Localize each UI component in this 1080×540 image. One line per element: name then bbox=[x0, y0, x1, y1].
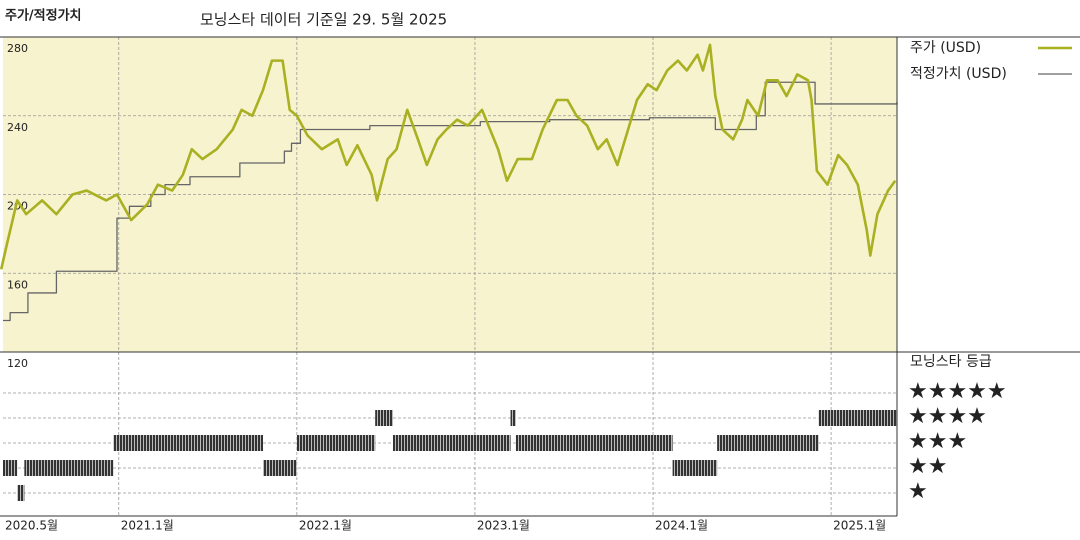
rating-title: 모닝스타 등급 bbox=[910, 354, 992, 370]
x-tick-label: 2020.5월 bbox=[5, 519, 58, 533]
x-tick-label: 2025.1월 bbox=[833, 519, 886, 533]
rating-label: ★ bbox=[908, 479, 928, 504]
x-tick-label: 2023.1월 bbox=[477, 519, 530, 533]
rating-bar bbox=[672, 460, 718, 476]
legend-label: 주가 (USD) bbox=[910, 40, 981, 56]
rating-bar bbox=[3, 460, 18, 476]
fair-value-line bbox=[3, 81, 898, 322]
rating-label: ★★★★★ bbox=[908, 379, 1007, 404]
rating-bar bbox=[375, 410, 394, 426]
y-tick-label: 280 bbox=[7, 42, 28, 55]
rating-bar bbox=[510, 410, 516, 426]
rating-bar bbox=[515, 435, 673, 451]
rating-label: ★★★★ bbox=[908, 404, 987, 429]
x-tick-label: 2021.1월 bbox=[121, 519, 174, 533]
rating-bar bbox=[17, 485, 25, 501]
price-line bbox=[0, 43, 897, 270]
rating-label: ★★ bbox=[908, 454, 947, 479]
y-tick-label: 120 bbox=[7, 357, 28, 370]
title: 주가/적정가치 bbox=[5, 8, 82, 24]
rating-bar bbox=[717, 435, 819, 451]
rating-bar bbox=[296, 435, 376, 451]
legend-label: 적정가치 (USD) bbox=[910, 66, 1007, 82]
rating-bar bbox=[24, 460, 114, 476]
rating-bar bbox=[393, 435, 511, 451]
rating-bar bbox=[263, 460, 297, 476]
rating-bar bbox=[113, 435, 264, 451]
y-tick-label: 240 bbox=[7, 121, 28, 134]
x-tick-label: 2024.1월 bbox=[655, 519, 708, 533]
rating-label: ★★★ bbox=[908, 429, 967, 454]
y-tick-label: 160 bbox=[7, 278, 28, 291]
rating-bar bbox=[818, 410, 897, 426]
subtitle: 모닝스타 데이터 기준일 29. 5월 2025 bbox=[200, 11, 447, 29]
x-tick-label: 2022.1월 bbox=[299, 519, 352, 533]
